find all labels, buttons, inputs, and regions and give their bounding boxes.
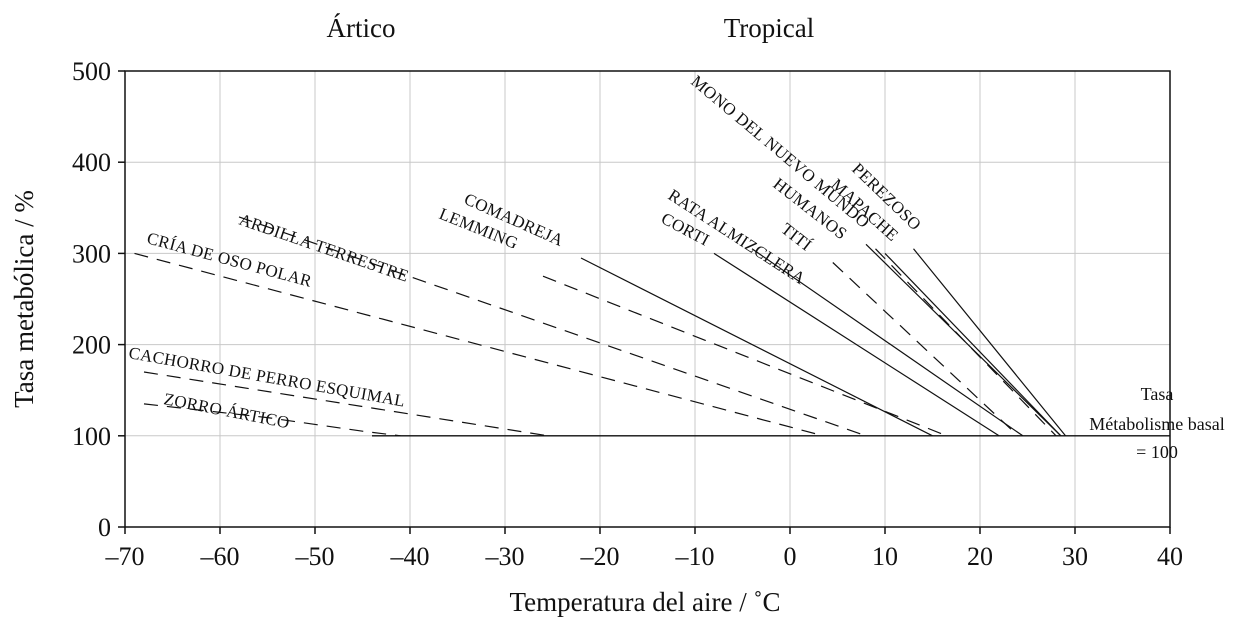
x-tick-label: –30 [485, 542, 525, 571]
series-line-ardilla-terrestre [238, 216, 867, 437]
grid [125, 71, 1170, 527]
series-line-lemming [542, 275, 948, 437]
series-label-titi: TITÍ [778, 219, 816, 254]
series-line-cria-de-oso-polar [134, 252, 824, 437]
y-axis-ticks: 0 100 200 300 400 500 [72, 57, 125, 542]
y-tick-label: 0 [98, 513, 111, 542]
series-line-perezoso [913, 248, 1066, 437]
series-labels: ZORRO ÁRTICO CACHORRO DE PERRO ESQUIMAL … [127, 72, 925, 433]
y-tick-label: 500 [72, 57, 111, 86]
region-label-artic: Ártico [327, 13, 396, 43]
series-line-titi [832, 262, 1019, 437]
x-tick-label: 30 [1062, 542, 1088, 571]
x-tick-label: –60 [200, 542, 240, 571]
x-tick-label: 10 [872, 542, 898, 571]
region-label-tropical: Tropical [724, 13, 815, 43]
y-axis-label: Tasa metabólica / % [9, 190, 39, 408]
series-line-corti [713, 252, 1000, 437]
y-tick-label: 300 [72, 239, 111, 268]
y-tick-label: 400 [72, 148, 111, 177]
x-axis-label: Temperatura del aire / ˚C [510, 587, 781, 617]
x-tick-label: –10 [675, 542, 715, 571]
series-label-mono-nuevo-mundo: MONO DEL NUEVO MUNDO [687, 72, 873, 232]
series-line-humanos [875, 248, 1057, 437]
series-line-mono-del-nuevo-mundo [865, 243, 1062, 437]
basal-note-line-3: = 100 [1136, 442, 1178, 462]
basal-note-line-1: Tasa [1141, 384, 1174, 404]
plot-frame [124, 70, 1171, 528]
x-axis-ticks: –70 –60 –50 –40 –30 –20 –10 0 10 20 30 40 [105, 527, 1183, 571]
basal-note-line-2: Métabolisme basal [1089, 414, 1224, 434]
series-line-comadreja [580, 257, 933, 437]
x-tick-label: –20 [580, 542, 620, 571]
x-tick-label: 0 [784, 542, 797, 571]
series-label-zorro-artico: ZORRO ÁRTICO [162, 389, 291, 432]
series-line-zorro-artico [143, 403, 401, 437]
series-line-rata-almizclera [751, 248, 1024, 437]
y-tick-label: 200 [72, 331, 111, 360]
x-tick-label: –70 [105, 542, 145, 571]
x-tick-label: –40 [390, 542, 430, 571]
x-tick-label: –50 [295, 542, 335, 571]
x-tick-label: 20 [967, 542, 993, 571]
y-tick-label: 100 [72, 422, 111, 451]
series-line-mapache [884, 252, 1062, 437]
series-lines [134, 216, 1170, 437]
x-tick-label: 40 [1157, 542, 1183, 571]
